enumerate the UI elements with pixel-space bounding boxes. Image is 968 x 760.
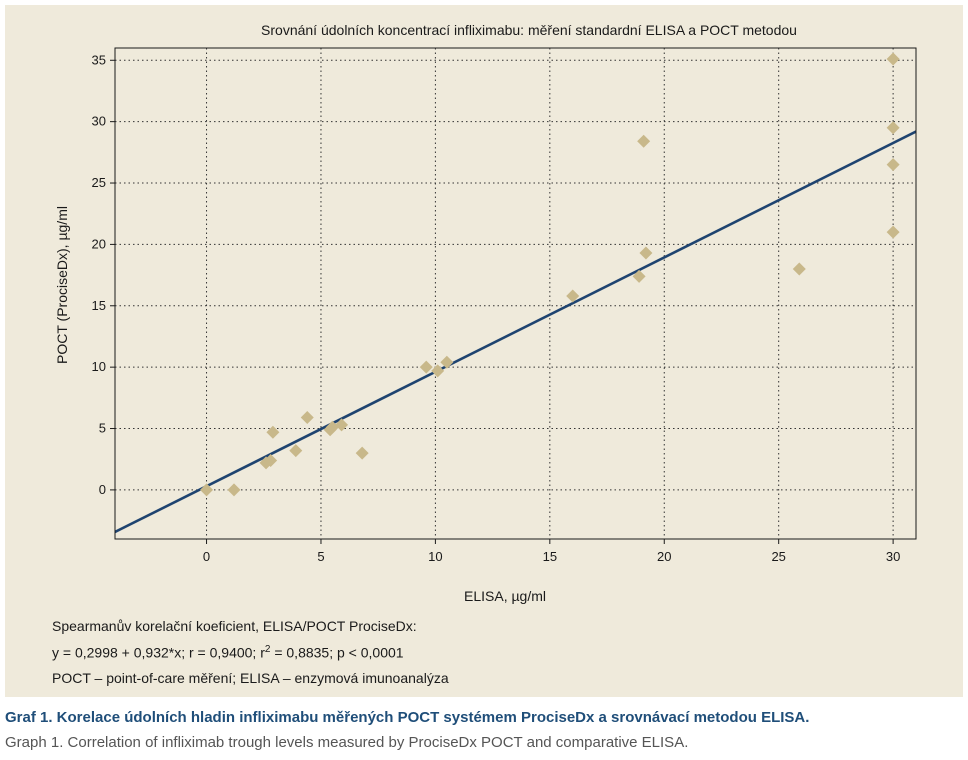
axis-ticks: 0 5 10 15 20 25 30 35 0 5 10 15 20 25 30 xyxy=(92,52,901,564)
regression-equation: y = 0,2998 + 0,932*x; r = 0,9400; r2 = 0… xyxy=(52,644,404,661)
data-point xyxy=(639,246,653,260)
x-tick-label: 15 xyxy=(543,549,557,564)
x-tick-label: 30 xyxy=(886,549,900,564)
data-point xyxy=(355,446,369,460)
y-tick-label: 0 xyxy=(99,482,106,497)
equation-stats: = 0,8835; p < 0,0001 xyxy=(270,644,404,661)
data-point xyxy=(792,262,806,276)
y-tick-label: 20 xyxy=(92,236,106,251)
data-point xyxy=(200,483,214,497)
figure-caption-english: Graph 1. Correlation of infliximab troug… xyxy=(5,734,689,751)
x-tick-label: 0 xyxy=(203,549,210,564)
data-point xyxy=(335,418,349,432)
y-tick-label: 35 xyxy=(92,52,106,67)
data-point xyxy=(637,134,651,148)
data-point xyxy=(325,420,339,434)
figure-caption-czech: Graf 1. Korelace údolních hladin inflixi… xyxy=(5,709,810,726)
x-tick-label: 20 xyxy=(657,549,671,564)
scatter-chart: Srovnání údolních koncentrací infliximab… xyxy=(54,22,917,604)
y-tick-label: 10 xyxy=(92,359,106,374)
data-point xyxy=(886,121,900,135)
equation-superscript: 2 xyxy=(264,644,271,655)
data-points xyxy=(200,52,900,497)
data-point xyxy=(289,444,303,458)
data-point xyxy=(632,269,646,283)
data-point xyxy=(431,364,445,378)
data-point xyxy=(227,483,241,497)
y-tick-label: 30 xyxy=(92,114,106,129)
x-tick-label: 5 xyxy=(317,549,324,564)
chart-panel: Srovnání údolních koncentrací infliximab… xyxy=(5,5,963,697)
chart-title: Srovnání údolních koncentrací infliximab… xyxy=(261,22,797,38)
regression-layer xyxy=(115,130,916,534)
data-point xyxy=(886,225,900,239)
grid xyxy=(115,48,916,539)
data-point xyxy=(886,158,900,172)
data-point xyxy=(566,289,580,303)
x-tick-label: 10 xyxy=(428,549,442,564)
abbreviations-note: POCT – point-of-care měření; ELISA – enz… xyxy=(52,670,449,686)
data-point xyxy=(264,453,278,467)
plot-frame xyxy=(114,47,917,540)
y-tick-label: 25 xyxy=(92,175,106,190)
data-point xyxy=(440,355,454,369)
equation-text: y = 0,2998 + 0,932*x; r = 0,9400; r xyxy=(52,644,265,661)
data-point xyxy=(886,52,900,66)
x-axis-label: ELISA, µg/ml xyxy=(464,588,546,604)
data-point xyxy=(419,360,433,374)
y-tick-label: 15 xyxy=(92,298,106,313)
data-point xyxy=(300,410,314,424)
data-point xyxy=(266,425,280,439)
regression-line xyxy=(115,130,916,534)
correlation-heading: Spearmanův korelační koeficient, ELISA/P… xyxy=(52,618,417,634)
y-axis-label: POCT (ProciseDx), µg/ml xyxy=(54,206,70,364)
y-tick-label: 5 xyxy=(99,421,106,436)
x-tick-label: 25 xyxy=(771,549,785,564)
